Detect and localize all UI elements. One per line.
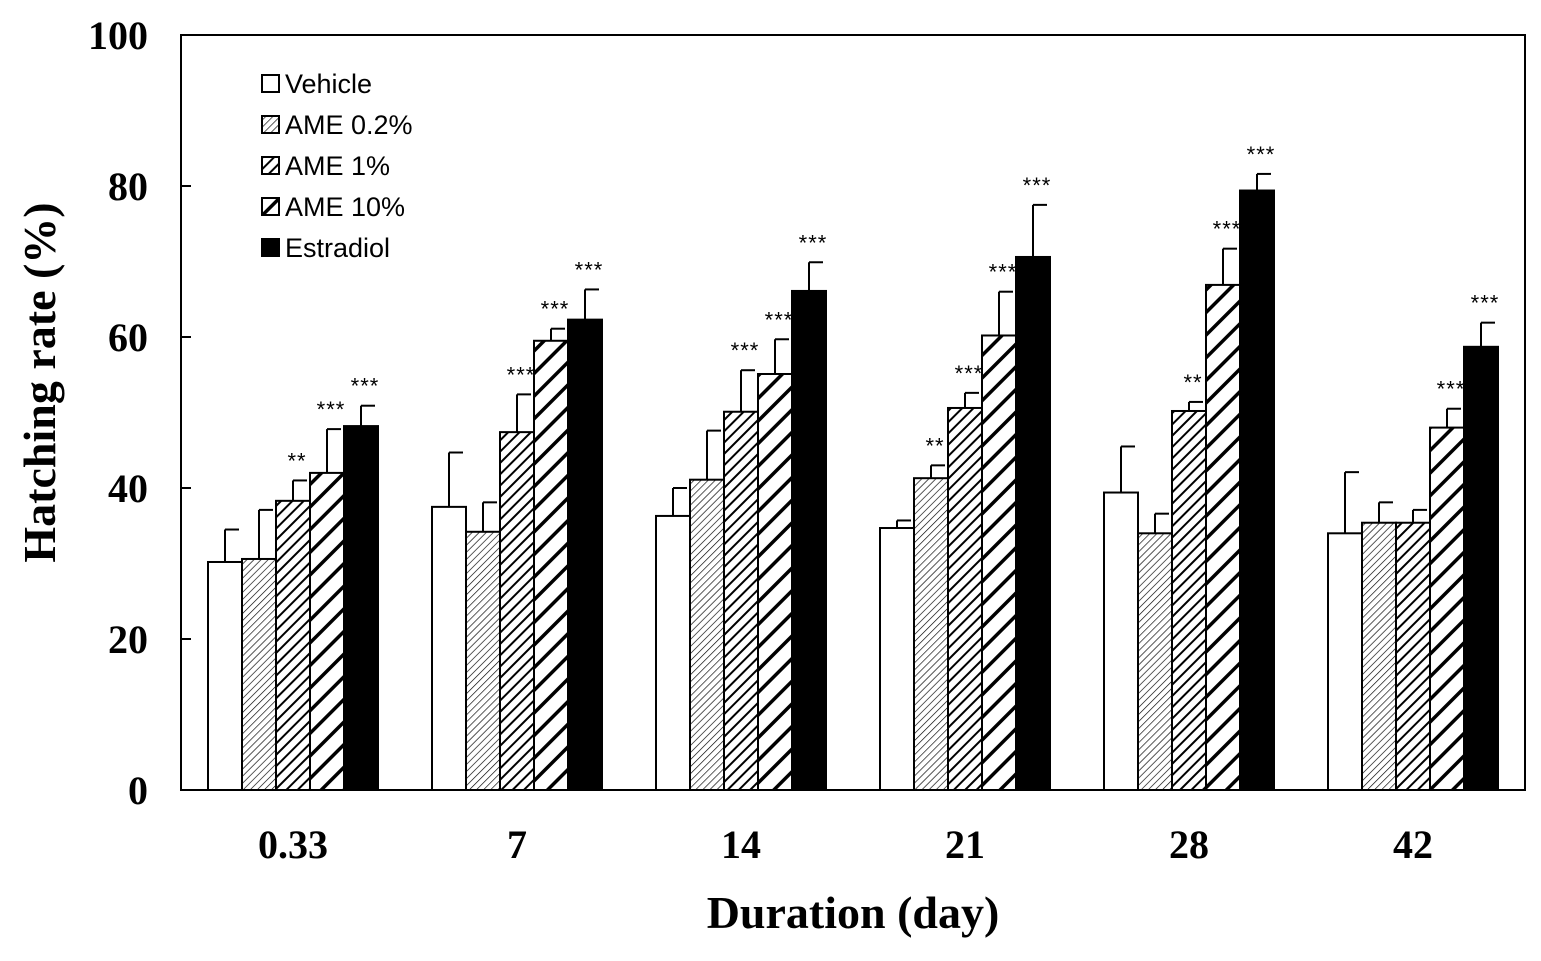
legend-label-2: AME 1% <box>285 151 390 181</box>
plot-frame <box>180 34 1526 791</box>
legend-swatch-3 <box>261 197 280 216</box>
significance-2-4: ** <box>1183 370 1202 395</box>
bar-2-3 <box>947 406 983 791</box>
y-tick-label-3: 60 <box>108 315 148 360</box>
x-axis-title: Duration (day) <box>707 887 1000 938</box>
significance-3-0: *** <box>317 397 346 422</box>
x-tick-label-1: 7 <box>507 822 527 867</box>
bar-0-3 <box>879 527 915 791</box>
legend-swatch-2 <box>261 156 280 175</box>
y-axis: 0 20 40 60 80 100 <box>88 13 191 813</box>
significance-3-3: *** <box>989 260 1018 285</box>
bar-3-4 <box>1205 283 1241 791</box>
bar-3-3 <box>981 334 1017 791</box>
significance-2-0: ** <box>287 448 306 473</box>
bar-0-4 <box>1103 491 1139 791</box>
y-tick-label-0: 0 <box>128 768 148 813</box>
legend-swatch-4 <box>261 238 280 257</box>
bar-4-2 <box>791 289 827 791</box>
legend: Vehicle AME 0.2% AME 1% AME 10% Estradiol <box>261 69 413 263</box>
legend-label-0: Vehicle <box>285 69 372 99</box>
y-tick-label-1: 20 <box>108 617 148 662</box>
significance-2-3: *** <box>955 361 984 386</box>
bar-0-0 <box>207 560 243 791</box>
significance-2-1: *** <box>507 362 536 387</box>
bar-4-1 <box>567 318 603 791</box>
legend-label-4: Estradiol <box>285 233 390 263</box>
y-tick-label-5: 100 <box>88 13 148 58</box>
legend-swatch-1 <box>261 115 280 134</box>
bar-1-1 <box>465 530 501 791</box>
bar-2-4 <box>1171 409 1207 791</box>
bar-1-3 <box>913 477 949 791</box>
legend-label-3: AME 10% <box>285 192 405 222</box>
bar-4-0 <box>343 425 379 791</box>
bar-1-5 <box>1361 521 1397 791</box>
bar-1-4 <box>1137 532 1173 791</box>
bars-layer <box>207 189 1499 792</box>
bar-2-5 <box>1395 521 1431 791</box>
bar-2-2 <box>723 410 759 791</box>
significance-4-2: *** <box>799 230 828 255</box>
significance-4-5: *** <box>1471 291 1500 316</box>
bar-3-2 <box>757 372 793 791</box>
x-tick-label-3: 21 <box>945 822 985 867</box>
x-axis: 0.33 7 14 21 28 42 <box>258 822 1433 867</box>
bar-0-1 <box>431 505 467 791</box>
significance-4-3: *** <box>1023 173 1052 198</box>
significance-3-2: *** <box>765 307 794 332</box>
y-tick-label-4: 80 <box>108 164 148 209</box>
bar-4-5 <box>1463 345 1499 791</box>
bar-3-5 <box>1429 426 1465 791</box>
x-tick-label-0: 0.33 <box>258 822 328 867</box>
legend-swatch-0 <box>261 74 280 93</box>
significance-3-5: *** <box>1437 377 1466 402</box>
y-axis-title: Hatching rate (%) <box>14 202 65 562</box>
error-bars-layer <box>224 172 1495 562</box>
significance-4-0: *** <box>351 374 380 399</box>
bar-4-3 <box>1015 255 1051 792</box>
significance-3-4: *** <box>1213 217 1242 242</box>
significance-2-2: *** <box>731 338 760 363</box>
y-tick-label-2: 40 <box>108 466 148 511</box>
bar-2-1 <box>499 431 535 791</box>
bar-2-0 <box>275 499 311 791</box>
bar-1-0 <box>241 557 277 791</box>
significance-1-3: ** <box>925 433 944 458</box>
bar-4-4 <box>1239 189 1275 791</box>
bar-3-0 <box>309 471 345 791</box>
bar-0-5 <box>1327 532 1363 791</box>
bar-1-2 <box>689 478 725 791</box>
bar-0-2 <box>655 514 691 791</box>
x-tick-label-5: 42 <box>1393 822 1433 867</box>
legend-label-1: AME 0.2% <box>285 110 413 140</box>
significance-3-1: *** <box>541 297 570 322</box>
x-tick-label-2: 14 <box>721 822 761 867</box>
significance-layer: ************* ******** *******************… <box>287 142 1500 474</box>
x-tick-label-4: 28 <box>1169 822 1209 867</box>
significance-4-1: *** <box>575 257 604 282</box>
bar-3-1 <box>533 339 569 791</box>
significance-4-4: *** <box>1247 142 1276 167</box>
